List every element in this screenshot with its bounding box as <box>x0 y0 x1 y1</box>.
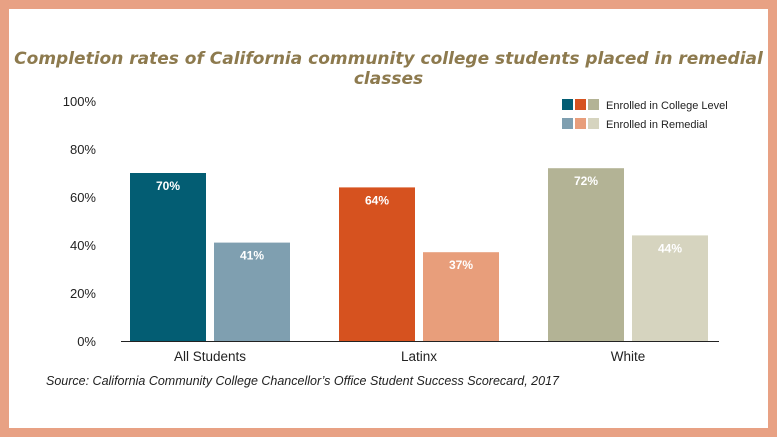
legend-swatch <box>562 118 573 129</box>
y-tick-label: 60% <box>70 190 96 205</box>
chart-title: Completion rates of California community… <box>14 49 763 89</box>
bar <box>548 168 624 341</box>
data-label: 64% <box>365 193 389 207</box>
y-axis: 0% 20% 40% 60% 80% 100% <box>63 94 97 349</box>
bar <box>339 187 415 341</box>
bar <box>214 242 290 341</box>
legend: Enrolled in College Level Enrolled in Rem… <box>562 99 728 131</box>
legend-swatch <box>588 99 599 110</box>
y-tick-label: 0% <box>77 334 96 349</box>
y-tick-label: 80% <box>70 142 96 157</box>
x-tick-label: White <box>611 349 646 364</box>
legend-swatch <box>588 118 599 129</box>
data-label: 44% <box>658 241 682 255</box>
legend-swatch <box>562 99 573 110</box>
legend-swatch <box>575 118 586 129</box>
bar <box>130 173 206 341</box>
data-label: 37% <box>449 258 473 272</box>
legend-label: Enrolled in Remedial <box>606 119 708 131</box>
bar <box>632 235 708 341</box>
x-tick-label: Latinx <box>401 349 437 364</box>
y-tick-label: 100% <box>63 94 97 109</box>
source-note: Source: California Community College Cha… <box>46 374 559 388</box>
bar-chart: 0% 20% 40% 60% 80% 100% 70% 41% 64% 37% 72% 44% Al… <box>63 94 728 364</box>
legend-label: Enrolled in College Level <box>606 100 728 112</box>
y-tick-label: 40% <box>70 238 96 253</box>
chart-frame: Completion rates of California community… <box>9 9 768 428</box>
x-axis: All Students Latinx White <box>174 349 645 364</box>
bars: 70% 41% 64% 37% 72% 44% <box>130 168 708 341</box>
y-tick-label: 20% <box>70 286 96 301</box>
data-label: 70% <box>156 179 180 193</box>
legend-swatch <box>575 99 586 110</box>
x-tick-label: All Students <box>174 349 246 364</box>
bar <box>423 252 499 341</box>
data-label: 41% <box>240 249 264 263</box>
data-label: 72% <box>574 174 598 188</box>
